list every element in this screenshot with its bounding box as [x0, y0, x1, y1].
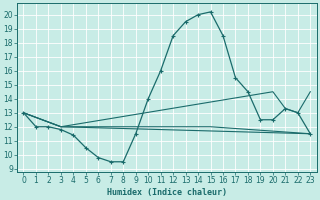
X-axis label: Humidex (Indice chaleur): Humidex (Indice chaleur) — [107, 188, 227, 197]
